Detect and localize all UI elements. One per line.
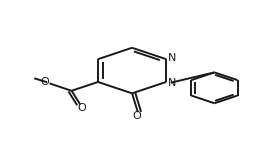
- Text: O: O: [77, 103, 86, 113]
- Text: N: N: [168, 78, 176, 88]
- Text: N: N: [168, 53, 176, 63]
- Text: O: O: [132, 111, 141, 121]
- Text: O: O: [41, 77, 49, 87]
